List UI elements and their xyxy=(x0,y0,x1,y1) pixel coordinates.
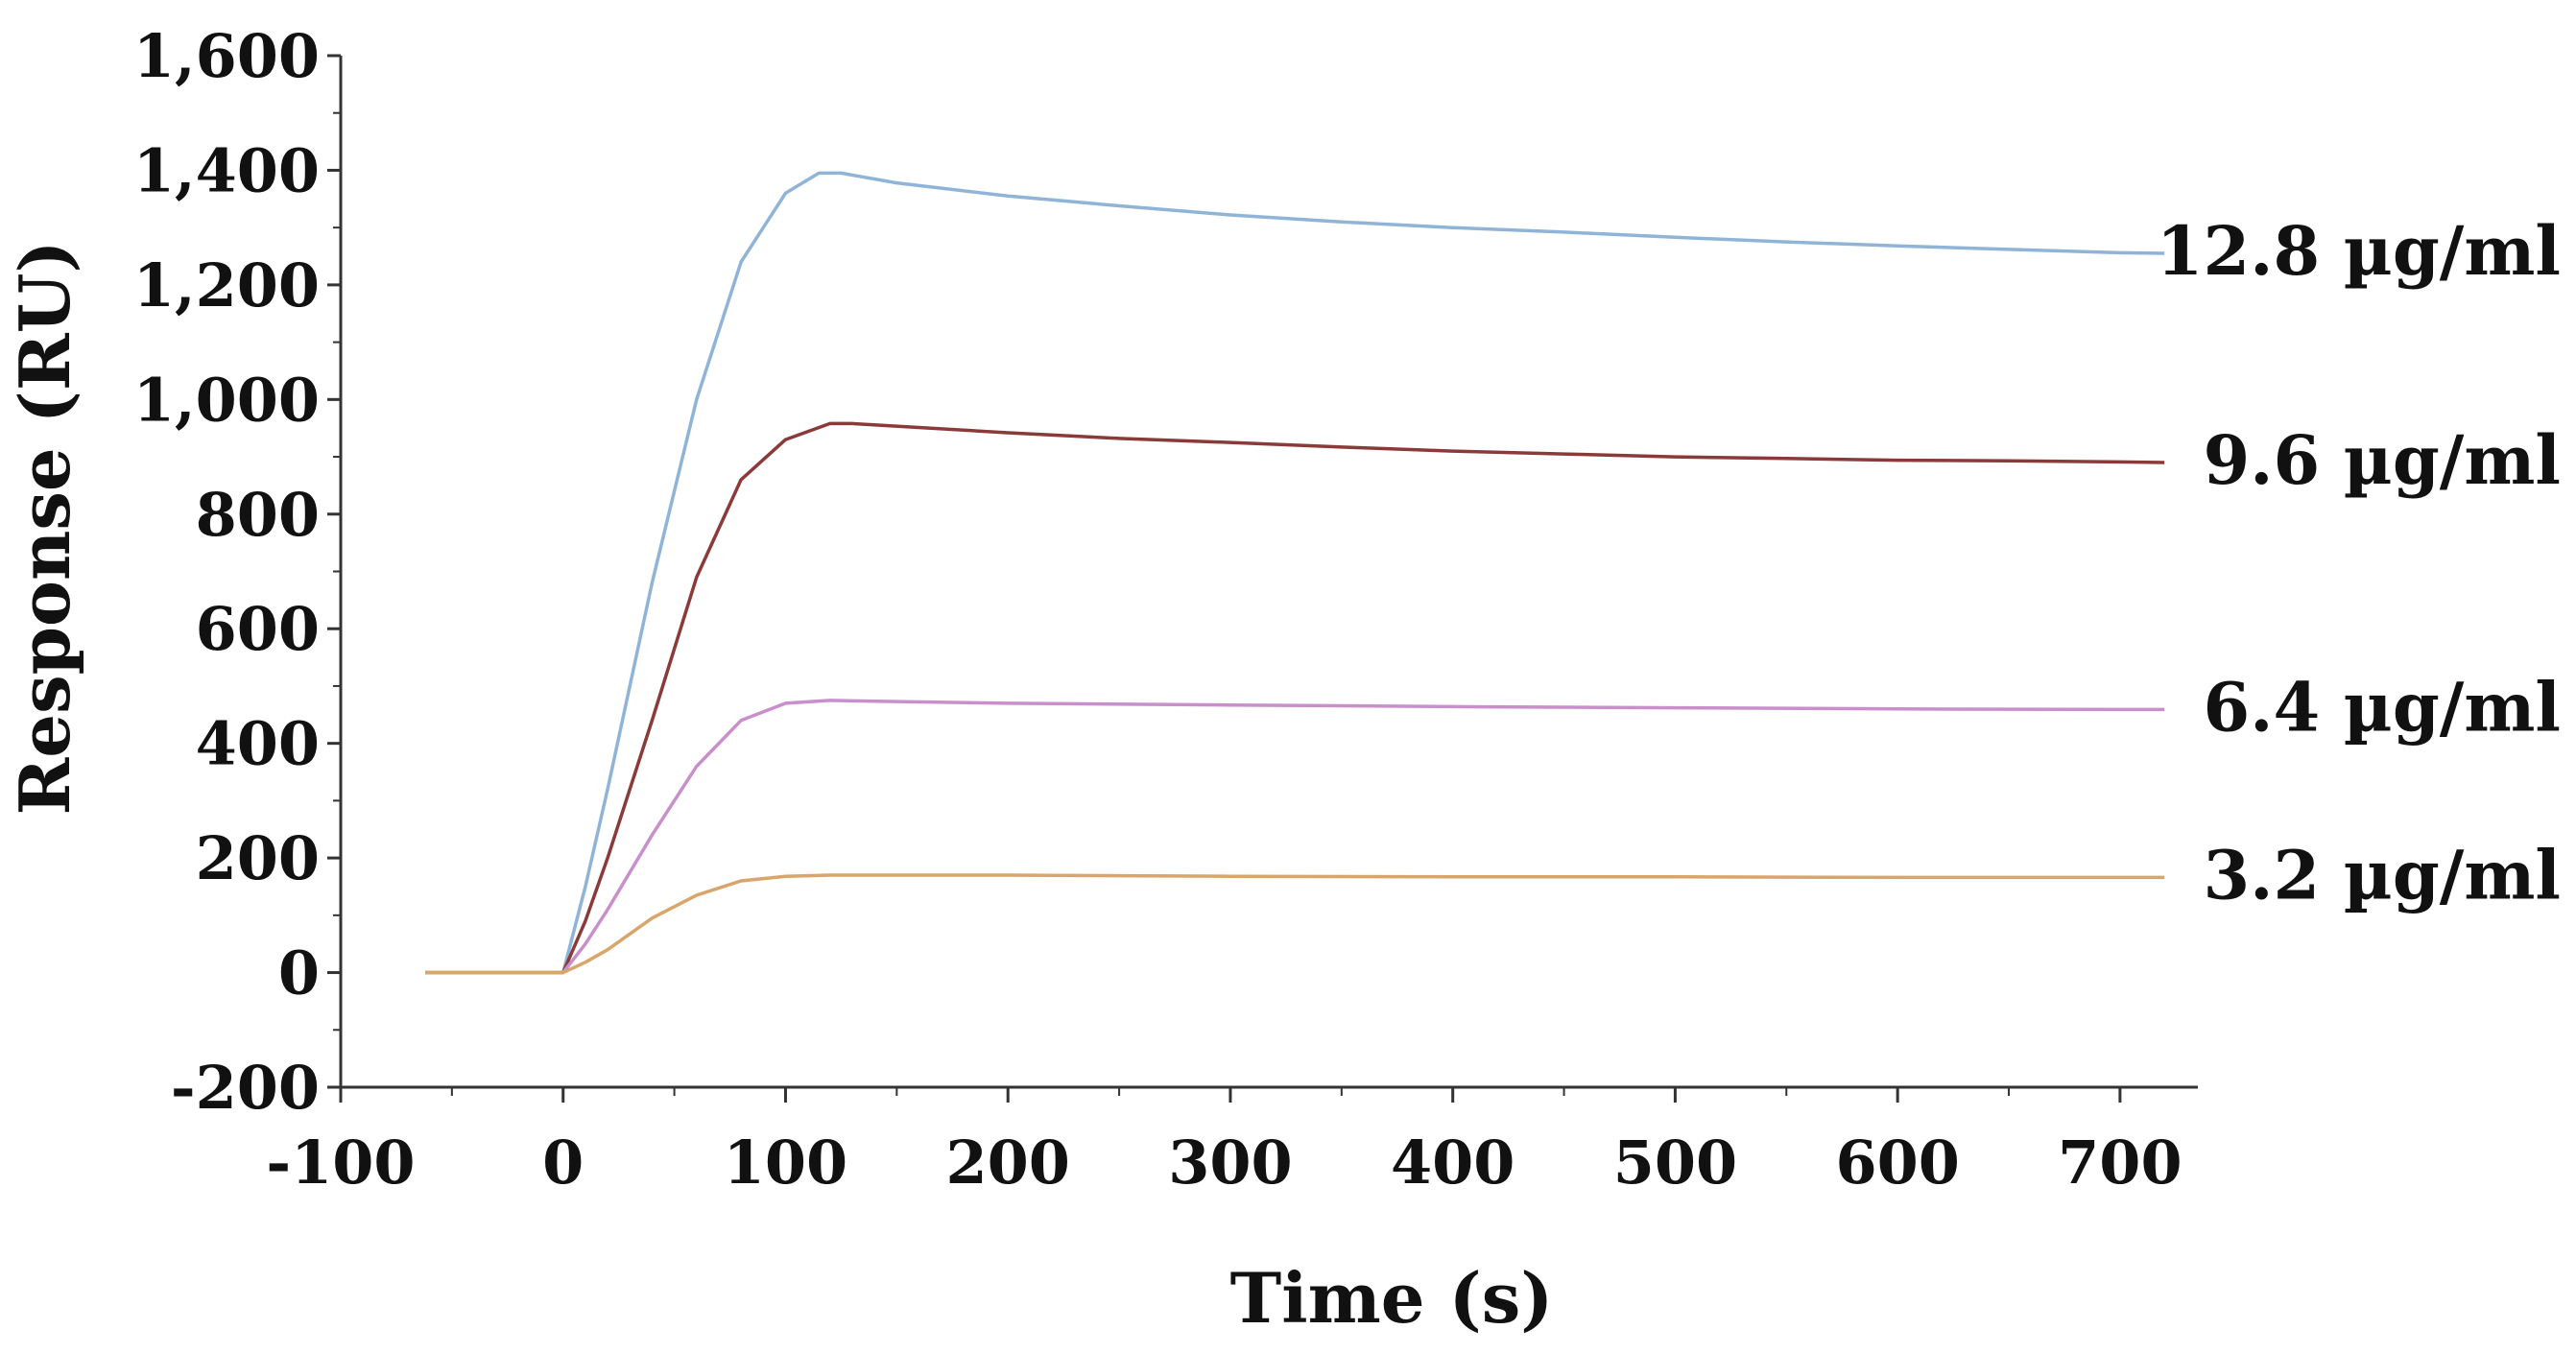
series-label-0: 12.8 µg/ml xyxy=(2157,211,2561,291)
series-label-1: 9.6 µg/ml xyxy=(2203,420,2561,500)
y-tick-label: 400 xyxy=(196,709,320,779)
x-tick-label: 700 xyxy=(2058,1128,2182,1198)
y-tick-label: 800 xyxy=(196,480,320,550)
y-tick-label: 1,000 xyxy=(133,365,320,435)
x-tick-label: 500 xyxy=(1613,1128,1737,1198)
y-tick-label: -200 xyxy=(171,1053,320,1123)
series-line-3 xyxy=(425,873,2165,975)
series-line-1 xyxy=(425,421,2165,975)
y-tick-label: 1,600 xyxy=(133,21,320,91)
x-tick-label: 0 xyxy=(542,1128,584,1198)
x-tick-label: -100 xyxy=(266,1128,415,1198)
y-tick-label: 1,400 xyxy=(133,135,320,205)
x-tick-label: 300 xyxy=(1168,1128,1292,1198)
y-tick-label: 200 xyxy=(196,823,320,893)
x-tick-label: 600 xyxy=(1835,1128,1959,1198)
x-tick-label: 100 xyxy=(724,1128,847,1198)
y-tick-label: 0 xyxy=(278,938,320,1009)
x-tick-label: 200 xyxy=(945,1128,1069,1198)
y-axis-title: Response (RU) xyxy=(4,240,85,815)
series-label-3: 3.2 µg/ml xyxy=(2203,835,2561,914)
series-line-2 xyxy=(425,699,2165,975)
series-label-2: 6.4 µg/ml xyxy=(2203,667,2561,747)
y-tick-label: 600 xyxy=(196,594,320,664)
x-axis-title: Time (s) xyxy=(1230,1257,1554,1339)
x-tick-label: 400 xyxy=(1391,1128,1515,1198)
y-tick-label: 1,200 xyxy=(133,250,320,320)
series-line-0 xyxy=(425,171,2165,975)
